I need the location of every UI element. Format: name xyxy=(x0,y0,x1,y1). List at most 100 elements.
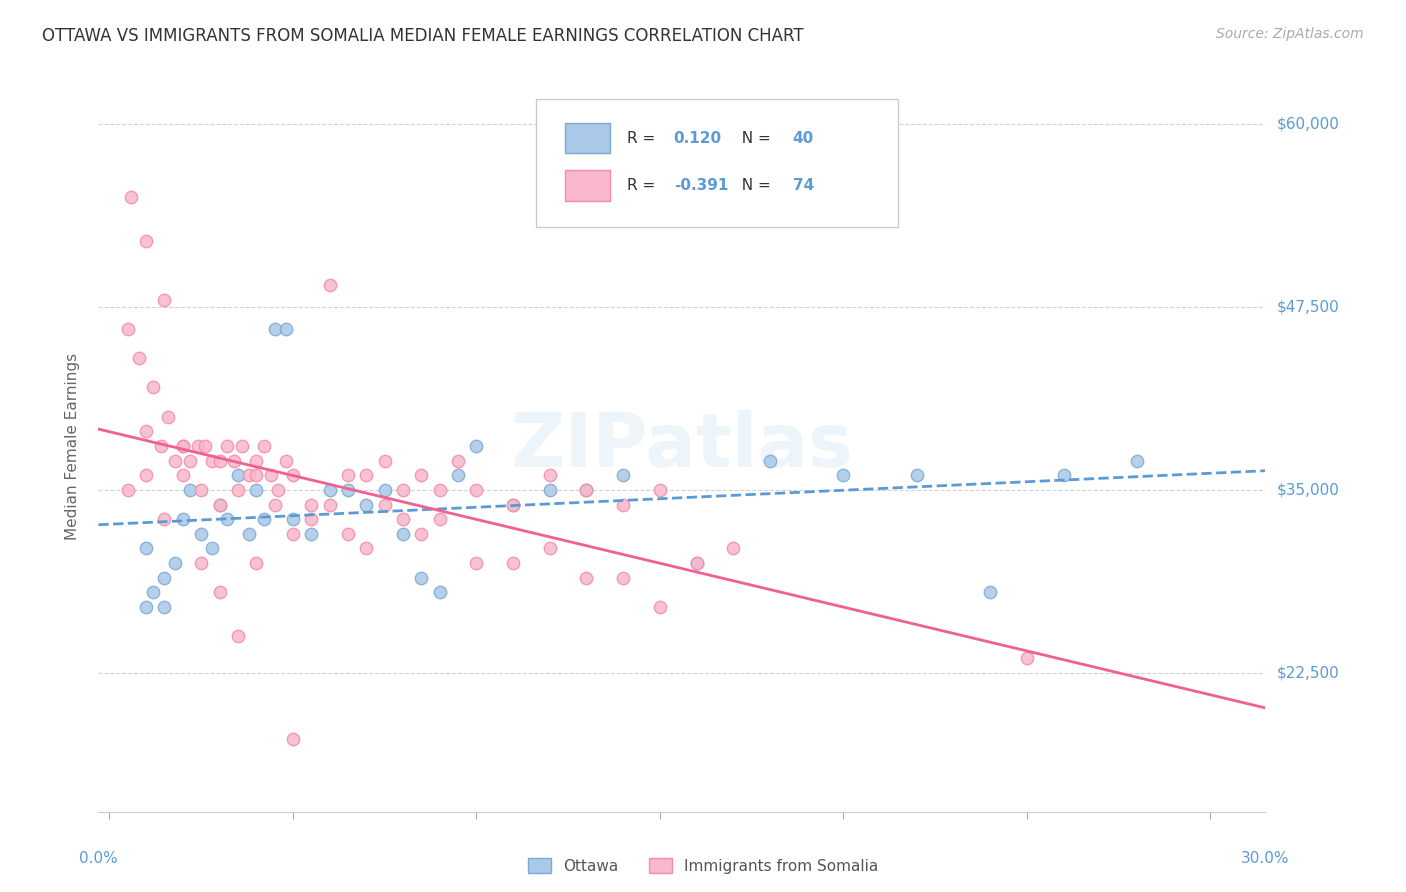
Point xyxy=(142,585,165,599)
Text: R =: R = xyxy=(627,178,661,193)
Point xyxy=(465,439,488,453)
Bar xyxy=(565,170,610,201)
Point xyxy=(411,468,433,483)
Point xyxy=(374,498,396,512)
Legend: Ottawa, Immigrants from Somalia: Ottawa, Immigrants from Somalia xyxy=(522,852,884,880)
Point xyxy=(299,498,322,512)
Point xyxy=(260,468,283,483)
Point xyxy=(318,483,340,497)
Point xyxy=(502,556,524,570)
Point xyxy=(274,322,297,336)
Point xyxy=(245,468,267,483)
Text: N =: N = xyxy=(733,130,776,145)
Point xyxy=(648,599,671,614)
Y-axis label: Median Female Earnings: Median Female Earnings xyxy=(65,352,80,540)
Point xyxy=(263,498,285,512)
Point xyxy=(267,483,290,497)
Point xyxy=(252,512,274,526)
Bar xyxy=(565,123,610,153)
Point xyxy=(392,483,415,497)
Point xyxy=(142,380,165,394)
Point xyxy=(172,439,194,453)
Point xyxy=(281,468,304,483)
Point xyxy=(179,453,201,467)
Point xyxy=(120,190,142,204)
Text: 0.0%: 0.0% xyxy=(79,851,118,865)
Text: ZIPatlas: ZIPatlas xyxy=(510,409,853,483)
Point xyxy=(538,468,561,483)
Point xyxy=(172,439,194,453)
Point xyxy=(318,278,340,293)
Point xyxy=(165,453,187,467)
Point xyxy=(238,468,260,483)
Point xyxy=(465,483,488,497)
Point xyxy=(299,526,322,541)
Text: 30.0%: 30.0% xyxy=(1241,851,1289,865)
Text: N =: N = xyxy=(733,178,776,193)
FancyBboxPatch shape xyxy=(536,99,898,227)
Point xyxy=(356,541,378,556)
Point xyxy=(612,468,634,483)
Point xyxy=(429,585,451,599)
Point xyxy=(502,498,524,512)
Point xyxy=(411,526,433,541)
Point xyxy=(612,571,634,585)
Point xyxy=(238,526,260,541)
Point xyxy=(190,483,212,497)
Point xyxy=(685,556,707,570)
Point xyxy=(685,556,707,570)
Point xyxy=(190,556,212,570)
Point xyxy=(245,483,267,497)
Point xyxy=(194,439,217,453)
Text: $47,500: $47,500 xyxy=(1277,300,1340,315)
Point xyxy=(224,453,246,467)
Point xyxy=(190,526,212,541)
Point xyxy=(208,498,231,512)
Point xyxy=(575,483,598,497)
Point xyxy=(201,453,224,467)
Point xyxy=(356,498,378,512)
Text: 0.120: 0.120 xyxy=(673,130,721,145)
Text: $35,000: $35,000 xyxy=(1277,483,1340,498)
Point xyxy=(153,571,176,585)
Point xyxy=(374,453,396,467)
Point xyxy=(165,556,187,570)
Point xyxy=(979,585,1001,599)
Point xyxy=(128,351,150,366)
Point xyxy=(281,526,304,541)
Point xyxy=(612,498,634,512)
Text: 40: 40 xyxy=(793,130,814,145)
Point xyxy=(336,483,359,497)
Point xyxy=(226,468,249,483)
Point xyxy=(1015,651,1038,665)
Text: OTTAWA VS IMMIGRANTS FROM SOMALIA MEDIAN FEMALE EARNINGS CORRELATION CHART: OTTAWA VS IMMIGRANTS FROM SOMALIA MEDIAN… xyxy=(42,27,804,45)
Text: $22,500: $22,500 xyxy=(1277,665,1340,681)
Point xyxy=(135,468,157,483)
Point xyxy=(208,585,231,599)
Point xyxy=(117,483,139,497)
Point xyxy=(153,512,176,526)
Point xyxy=(832,468,855,483)
Point xyxy=(759,453,782,467)
Point xyxy=(538,541,561,556)
Point xyxy=(356,468,378,483)
Point xyxy=(429,512,451,526)
Point xyxy=(208,453,231,467)
Point xyxy=(336,526,359,541)
Point xyxy=(447,468,470,483)
Point xyxy=(1126,453,1149,467)
Point xyxy=(299,512,322,526)
Point xyxy=(252,439,274,453)
Point xyxy=(231,439,253,453)
Point xyxy=(336,468,359,483)
Point xyxy=(274,453,297,467)
Point xyxy=(135,234,157,248)
Point xyxy=(502,498,524,512)
Point xyxy=(153,293,176,307)
Point xyxy=(135,599,157,614)
Point xyxy=(172,512,194,526)
Text: -0.391: -0.391 xyxy=(673,178,728,193)
Point xyxy=(172,468,194,483)
Point xyxy=(723,541,745,556)
Point xyxy=(157,409,180,424)
